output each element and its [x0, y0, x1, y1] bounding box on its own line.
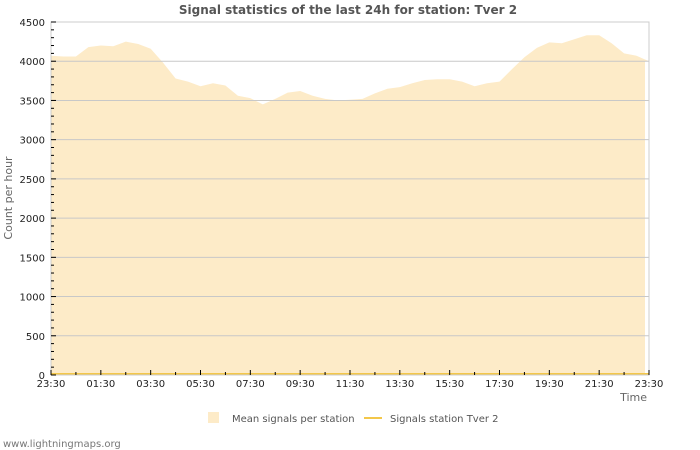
mean-signals-area [51, 35, 649, 376]
legend-label-mean: Mean signals per station [232, 414, 355, 425]
x-tick-label: 11:30 [336, 379, 365, 390]
x-axis-label: Time [619, 391, 647, 404]
x-tick-label: 07:30 [236, 379, 265, 390]
y-tick-label: 2000 [20, 214, 45, 225]
x-tick-label: 09:30 [286, 379, 315, 390]
y-tick-label: 4500 [20, 18, 45, 29]
legend-area-swatch [208, 412, 219, 423]
x-tick-label: 03:30 [136, 379, 165, 390]
y-axis: 0 500 1000 1500 2000 2500 3000 3500 4000 4500 [20, 18, 56, 382]
y-tick-label: 2500 [20, 175, 45, 186]
y-axis-label: Count per hour [2, 156, 15, 240]
y-tick-label: 3000 [20, 136, 45, 147]
chart-title: Signal statistics of the last 24h for st… [179, 3, 517, 17]
y-tick-label: 3500 [20, 96, 45, 107]
legend-label-station: Signals station Tver 2 [390, 414, 499, 425]
plot-area: 0 500 1000 1500 2000 2500 3000 3500 4000 4500 23:… [20, 18, 664, 390]
x-tick-label: 17:30 [485, 379, 514, 390]
x-tick-label: 05:30 [186, 379, 215, 390]
y-tick-label: 0 [39, 371, 45, 382]
x-tick-label: 23:30 [37, 379, 66, 390]
x-tick-label: 13:30 [385, 379, 414, 390]
x-axis: 23:30 01:30 03:30 05:30 07:30 09:30 11:30 13:30… [37, 370, 664, 390]
y-tick-label: 1000 [20, 293, 45, 304]
y-tick-label: 4000 [20, 57, 45, 68]
y-tick-label: 1500 [20, 253, 45, 264]
legend-item-mean[interactable]: Mean signals per station [208, 412, 355, 425]
x-tick-label: 21:30 [585, 379, 614, 390]
x-tick-label: 19:30 [535, 379, 564, 390]
x-tick-label: 01:30 [86, 379, 115, 390]
x-tick-label: 23:30 [635, 379, 664, 390]
legend: Mean signals per station Signals station… [208, 412, 499, 425]
legend-item-station[interactable]: Signals station Tver 2 [364, 414, 499, 425]
y-tick-label: 500 [26, 332, 45, 343]
footer-link[interactable]: www.lightningmaps.org [3, 439, 121, 450]
x-tick-label: 15:30 [435, 379, 464, 390]
gridlines [51, 60, 649, 337]
